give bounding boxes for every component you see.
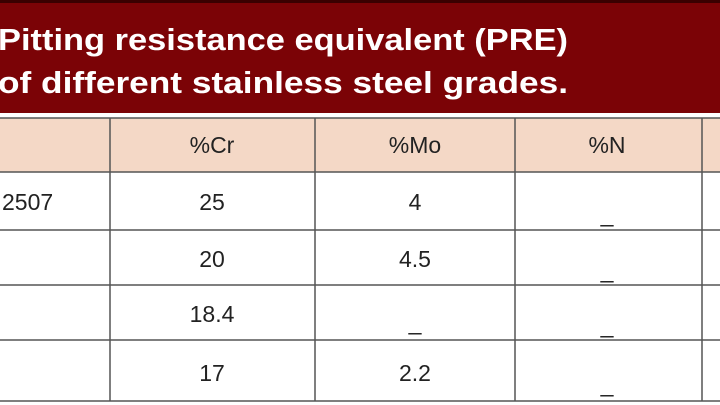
n-cell: _ bbox=[600, 257, 615, 283]
n-cell: _ bbox=[600, 201, 615, 227]
n-cell: _ bbox=[600, 371, 615, 397]
column-header: %N bbox=[588, 132, 625, 158]
mo-cell: 4 bbox=[409, 189, 422, 215]
table-grid bbox=[0, 117, 720, 402]
n-cell: _ bbox=[600, 312, 615, 338]
cr-cell: 17 bbox=[199, 360, 225, 386]
column-header: %Cr bbox=[190, 132, 235, 158]
cr-cell: 25 bbox=[199, 189, 225, 215]
title-line: of different stainless steel grades. bbox=[0, 65, 568, 100]
grade-cell: 2507 bbox=[2, 189, 53, 215]
header-row bbox=[0, 118, 720, 172]
title-line: Pitting resistance equivalent (PRE) bbox=[0, 22, 568, 57]
cr-cell: 18.4 bbox=[190, 301, 235, 327]
mo-cell: 2.2 bbox=[399, 360, 431, 386]
mo-cell: 4.5 bbox=[399, 246, 431, 272]
cr-cell: 20 bbox=[199, 246, 225, 272]
title-band bbox=[0, 0, 720, 113]
title-top-rule bbox=[0, 0, 720, 3]
column-header: %Mo bbox=[389, 132, 441, 158]
mo-cell: _ bbox=[408, 309, 423, 335]
